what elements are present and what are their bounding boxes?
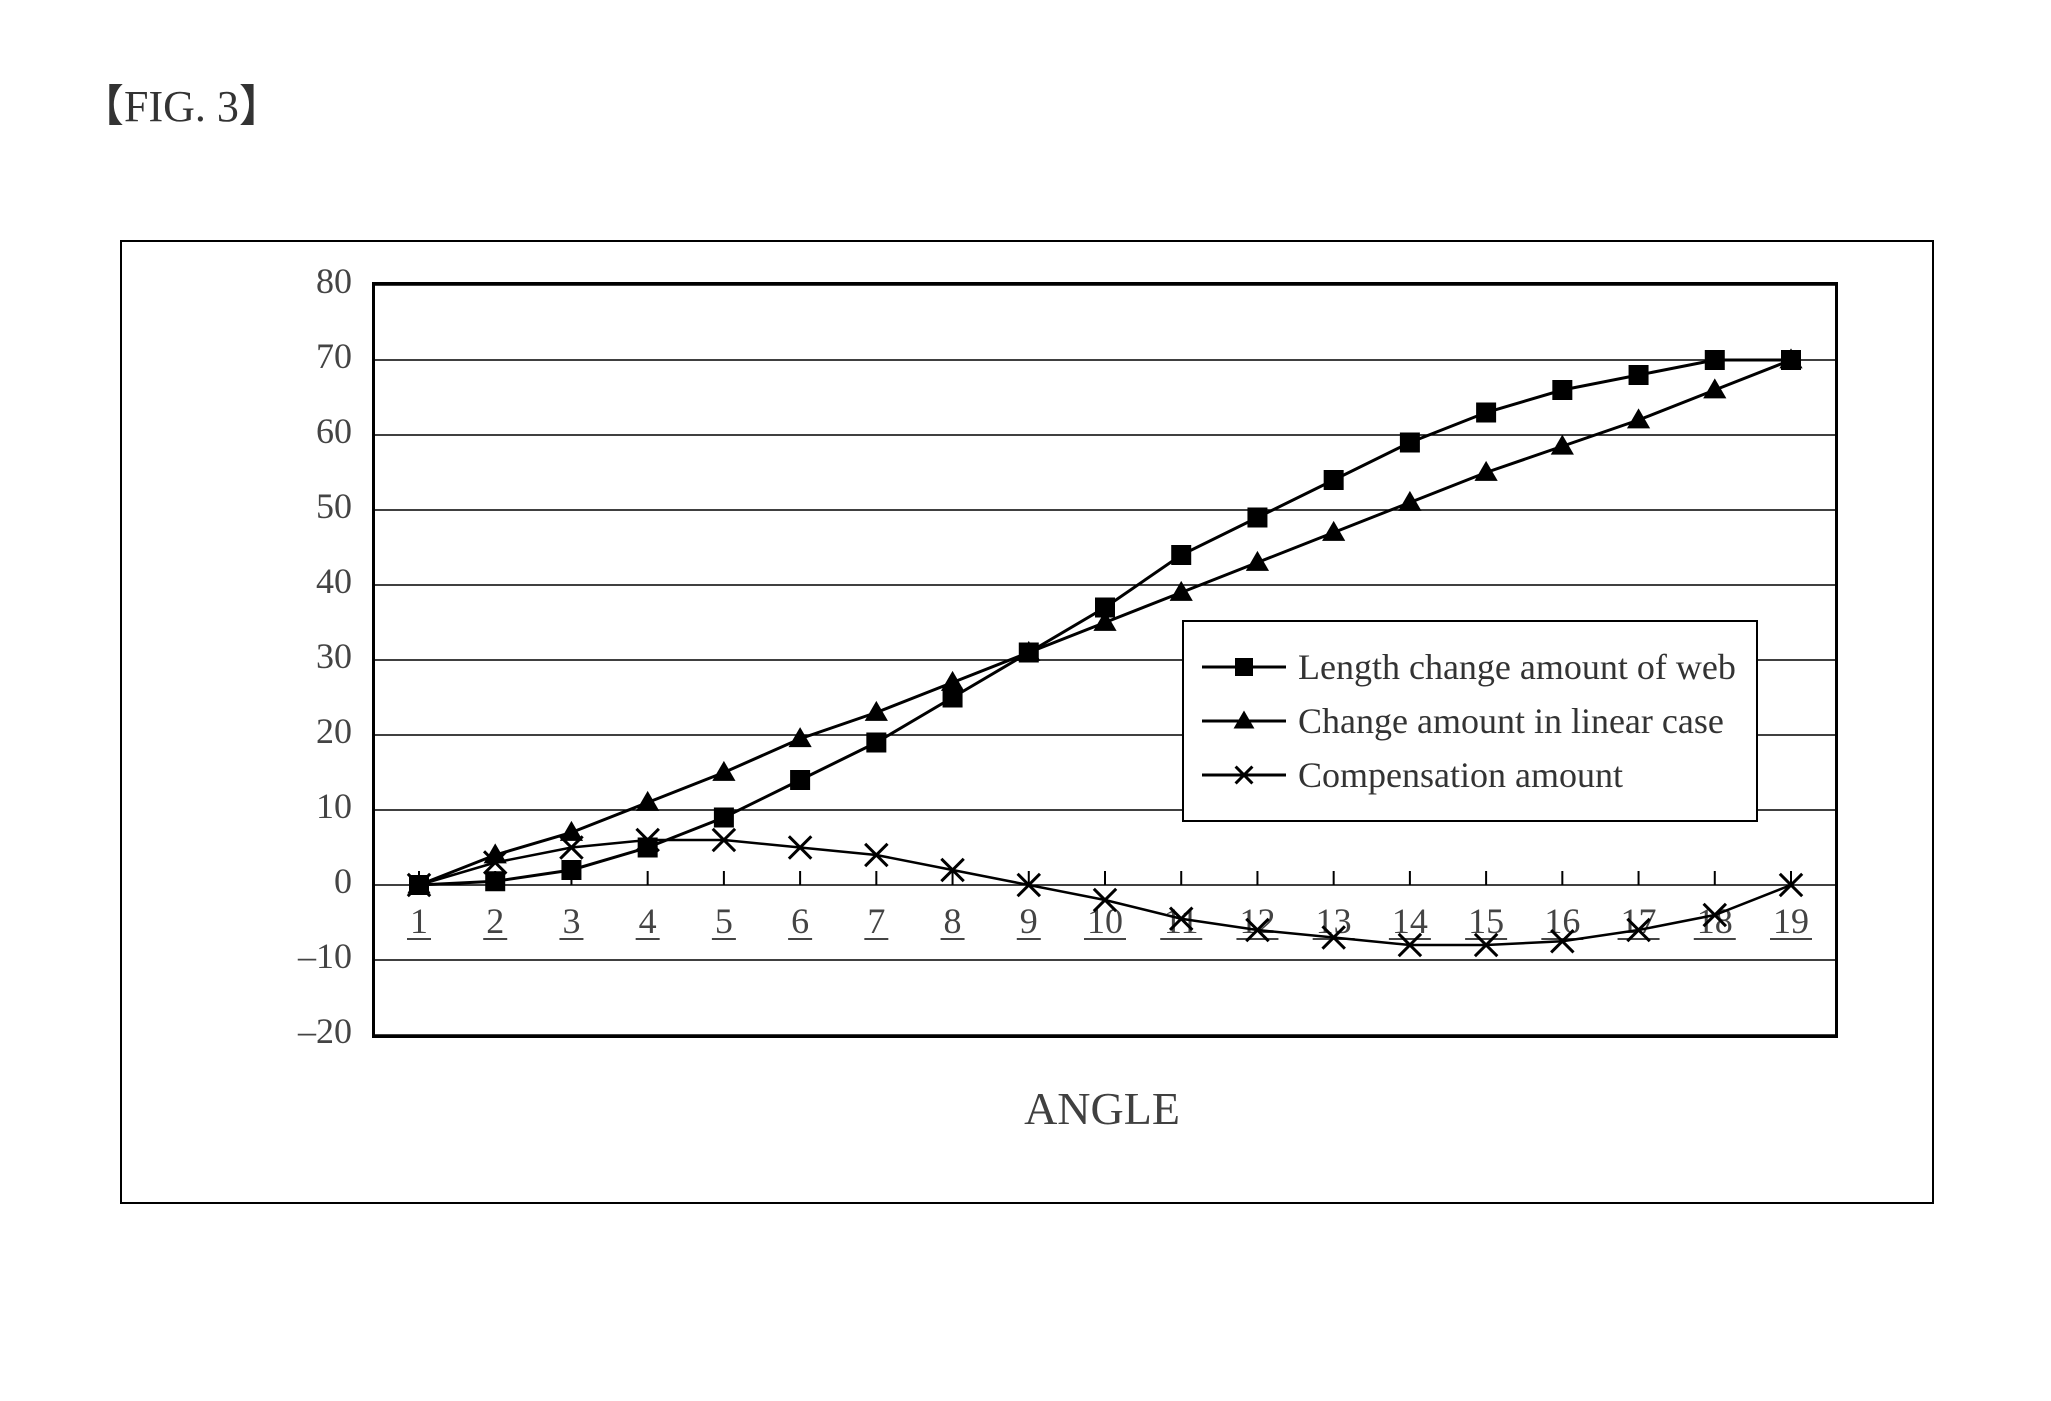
- svg-text:17: 17: [1621, 901, 1657, 941]
- y-tick-label: 50: [262, 485, 352, 527]
- y-tick-label: 40: [262, 560, 352, 602]
- square-marker-icon: [1200, 653, 1288, 681]
- svg-text:5: 5: [715, 901, 733, 941]
- svg-text:6: 6: [791, 901, 809, 941]
- y-tick-label: –10: [262, 935, 352, 977]
- svg-text:3: 3: [562, 901, 580, 941]
- svg-text:12: 12: [1239, 901, 1275, 941]
- figure-caption: 【FIG. 3】: [80, 70, 283, 134]
- chart-panel: 12345678910111213141516171819 –20–100102…: [120, 240, 1934, 1204]
- y-tick-label: 60: [262, 410, 352, 452]
- x-axis-title: ANGLE: [982, 1082, 1222, 1135]
- svg-text:7: 7: [867, 901, 885, 941]
- triangle-marker-icon: [1200, 707, 1288, 735]
- svg-text:19: 19: [1773, 901, 1809, 941]
- y-tick-label: 0: [262, 860, 352, 902]
- y-tick-label: –20: [262, 1010, 352, 1052]
- svg-text:1: 1: [410, 901, 428, 941]
- svg-text:16: 16: [1544, 901, 1580, 941]
- y-tick-label: 20: [262, 710, 352, 752]
- legend-label: Change amount in linear case: [1298, 700, 1724, 742]
- svg-text:9: 9: [1020, 901, 1038, 941]
- legend-label: Length change amount of web: [1298, 646, 1736, 688]
- legend: Length change amount of web Change amount…: [1182, 620, 1758, 822]
- svg-text:15: 15: [1468, 901, 1504, 941]
- svg-text:14: 14: [1392, 901, 1428, 941]
- svg-text:4: 4: [639, 901, 657, 941]
- legend-item: Compensation amount: [1200, 754, 1736, 796]
- y-tick-label: 30: [262, 635, 352, 677]
- svg-text:18: 18: [1697, 901, 1733, 941]
- legend-item: Length change amount of web: [1200, 646, 1736, 688]
- svg-text:10: 10: [1087, 901, 1123, 941]
- page: 【FIG. 3】 12345678910111213141516171819 –…: [0, 0, 2051, 1401]
- y-tick-label: 70: [262, 335, 352, 377]
- x-marker-icon: [1200, 761, 1288, 789]
- legend-item: Change amount in linear case: [1200, 700, 1736, 742]
- y-tick-label: 10: [262, 785, 352, 827]
- svg-text:13: 13: [1316, 901, 1352, 941]
- legend-label: Compensation amount: [1298, 754, 1623, 796]
- svg-text:8: 8: [944, 901, 962, 941]
- y-tick-label: 80: [262, 260, 352, 302]
- svg-text:2: 2: [486, 901, 504, 941]
